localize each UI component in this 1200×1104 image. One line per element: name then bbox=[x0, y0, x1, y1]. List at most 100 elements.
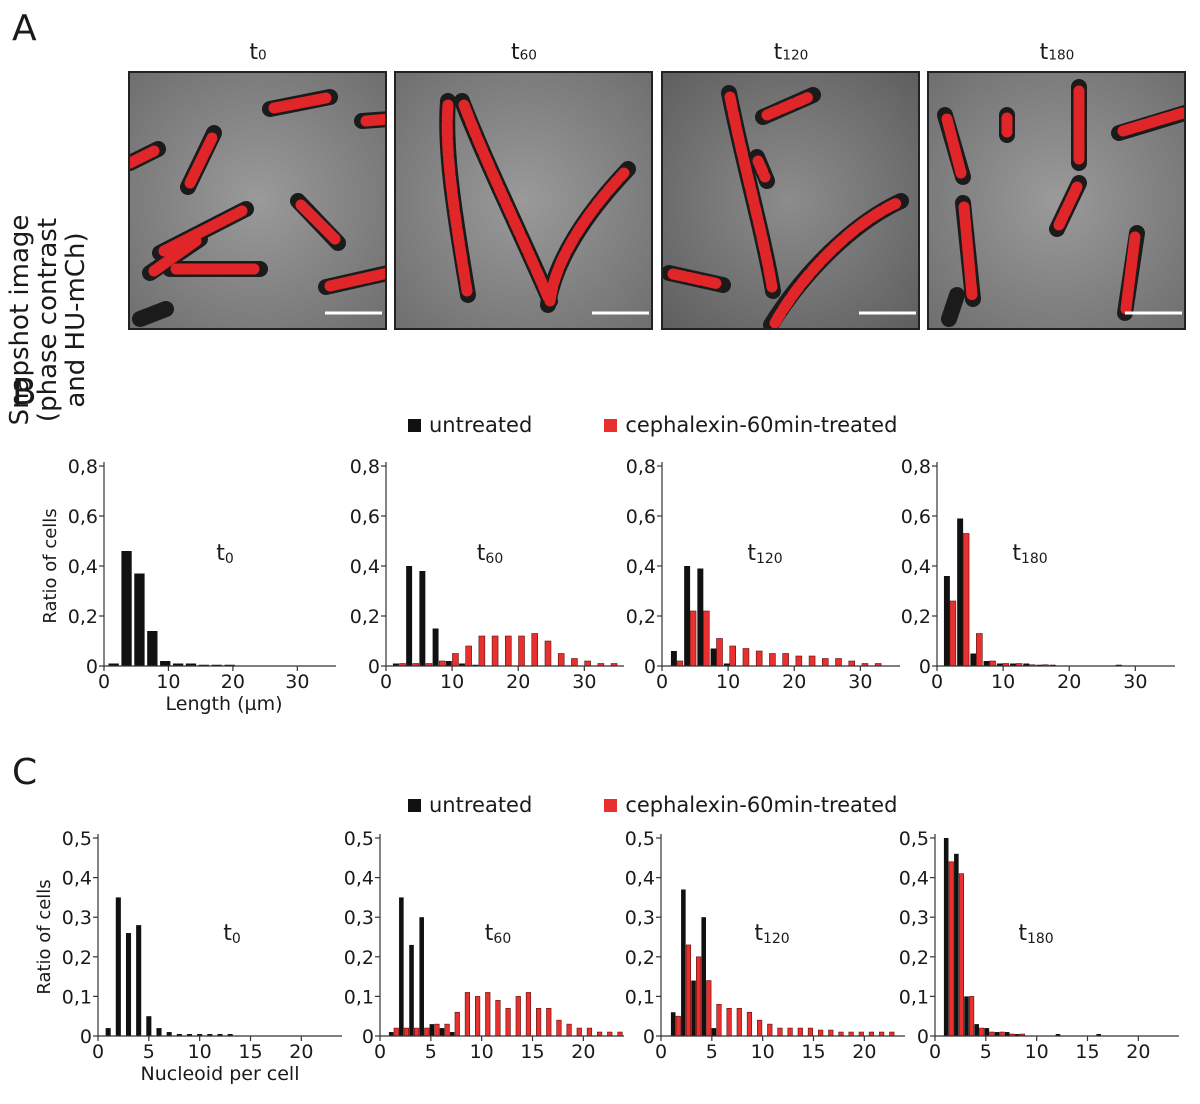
bar-B-t120-treated-3 bbox=[716, 638, 723, 667]
legend-b: untreated cephalexin-60min-treated bbox=[408, 413, 897, 437]
xtick-label-B-t180-1: 10 bbox=[991, 671, 1015, 693]
legend-label-untreated-c: untreated bbox=[429, 793, 533, 817]
inplot-title-C-t120: t120 bbox=[754, 921, 789, 947]
bar-B-t60-treated-9 bbox=[518, 635, 525, 667]
bar-C-t60-treated-16 bbox=[556, 1019, 562, 1037]
bar-B-t120-treated-12 bbox=[835, 658, 842, 667]
xtick-label-B-t0-0: 0 bbox=[98, 671, 110, 693]
xtick-label-C-t0-1: 5 bbox=[143, 1041, 155, 1063]
xtick-label-C-t0-2: 10 bbox=[188, 1041, 212, 1063]
legend-swatch-untreated bbox=[408, 418, 421, 432]
xtick-label-B-t0-3: 30 bbox=[285, 671, 309, 693]
bar-B-t60-treated-3 bbox=[438, 660, 446, 667]
bar-B-t120-untreated-4 bbox=[723, 663, 730, 666]
bar-B-t60-treated-11 bbox=[544, 640, 552, 667]
ytick-label-B-t120-0: 0 bbox=[644, 656, 656, 678]
xtick-label-B-t180-2: 20 bbox=[1057, 671, 1081, 693]
ytick-label-C-t60-4: 0,4 bbox=[344, 868, 374, 890]
bar-C-t180-untreated-6 bbox=[1004, 1032, 1010, 1036]
bar-C-t60-treated-5 bbox=[444, 1023, 450, 1037]
bar-C-t120-treated-0 bbox=[675, 1015, 681, 1037]
bar-C-t60-treated-2 bbox=[414, 1027, 420, 1037]
ytick-label-C-t120-5: 0,5 bbox=[625, 828, 655, 850]
bar-C-t60-untreated-1 bbox=[399, 897, 404, 1036]
snapshot-t180 bbox=[927, 71, 1186, 330]
panel-label-b: B bbox=[12, 372, 37, 413]
bar-C-t60-untreated-6 bbox=[449, 1032, 455, 1036]
xtick-label-C-t180-4: 20 bbox=[1126, 1041, 1150, 1063]
title-t120: t120 bbox=[773, 40, 809, 65]
xtick-label-C-t0-0: 0 bbox=[92, 1041, 104, 1063]
ytick-label-C-t120-1: 0,1 bbox=[625, 986, 655, 1008]
bar-B-t180-untreated-1 bbox=[957, 518, 964, 666]
ytick-label-B-t60-0: 0 bbox=[368, 656, 380, 678]
bar-B-t180-treated-2 bbox=[976, 633, 983, 667]
bar-B-t0-untreated-1 bbox=[121, 551, 132, 666]
bar-B-t120-treated-8 bbox=[782, 653, 789, 667]
xtick-label-B-t120-2: 20 bbox=[782, 671, 806, 693]
bar-C-t60-treated-18 bbox=[576, 1027, 582, 1037]
bar-C-t60-treated-1 bbox=[403, 1027, 410, 1037]
bar-C-t0-untreated-1 bbox=[115, 897, 121, 1036]
bar-C-t180-treated-1 bbox=[958, 873, 965, 1037]
inplot-title-B-t0: t0 bbox=[216, 541, 234, 567]
bar-C-t60-untreated-2 bbox=[409, 944, 414, 1036]
inplot-title-B-t180: t180 bbox=[1012, 541, 1047, 567]
bar-C-t120-treated-7 bbox=[746, 1011, 753, 1037]
bar-C-t60-treated-6 bbox=[454, 1011, 460, 1037]
panel-label-c: C bbox=[12, 752, 38, 793]
xtick-label-C-t180-0: 0 bbox=[929, 1041, 941, 1063]
xtick-label-C-t120-2: 10 bbox=[751, 1041, 775, 1063]
bar-B-t120-treated-13 bbox=[848, 660, 856, 667]
bar-B-t120-treated-6 bbox=[755, 650, 763, 667]
ytick-label-B-t120-1: 0,2 bbox=[626, 606, 656, 628]
ytick-label-C-t180-3: 0,3 bbox=[899, 907, 929, 929]
ytick-label-B-t60-2: 0,4 bbox=[350, 556, 380, 578]
xtick-label-B-t120-1: 10 bbox=[716, 671, 740, 693]
bar-C-t120-untreated-1 bbox=[681, 889, 686, 1036]
bar-C-t180-untreated-7 bbox=[1015, 1034, 1020, 1036]
xtick-label-B-t180-3: 30 bbox=[1123, 671, 1147, 693]
bar-C-t60-treated-13 bbox=[525, 992, 532, 1037]
bar-C-t180-untreated-2 bbox=[964, 996, 969, 1036]
xtick-label-C-t0-4: 20 bbox=[289, 1041, 313, 1063]
bar-B-t180-treated-3 bbox=[989, 660, 996, 667]
bar-B-t60-treated-5 bbox=[465, 645, 472, 667]
legend-c: untreated cephalexin-60min-treated bbox=[408, 793, 897, 817]
bar-B-t120-treated-2 bbox=[703, 610, 710, 667]
bar-C-t60-treated-7 bbox=[464, 992, 471, 1037]
bar-C-t60-treated-19 bbox=[586, 1027, 593, 1037]
bar-C-t60-untreated-4 bbox=[429, 1024, 435, 1036]
ytick-label-B-t60-1: 0,2 bbox=[350, 606, 380, 628]
bar-B-t120-untreated-2 bbox=[697, 568, 704, 666]
bar-C-t60-untreated-3 bbox=[419, 917, 424, 1036]
bar-B-t60-untreated-6 bbox=[472, 664, 479, 666]
xtick-label-B-t60-0: 0 bbox=[380, 671, 392, 693]
bar-B-t0-untreated-6 bbox=[185, 663, 197, 666]
bar-B-t60-untreated-3 bbox=[432, 628, 439, 666]
bar-C-t120-treated-3 bbox=[706, 980, 712, 1037]
xtick-label-C-t120-3: 15 bbox=[801, 1041, 825, 1063]
ytick-label-B-t0-0: 0 bbox=[86, 656, 98, 678]
bar-B-t60-treated-12 bbox=[557, 653, 565, 667]
bar-C-t60-treated-17 bbox=[566, 1023, 572, 1037]
ytick-label-C-t0-3: 0,3 bbox=[62, 907, 92, 929]
bar-C-t60-treated-8 bbox=[475, 996, 481, 1037]
bar-C-t60-untreated-5 bbox=[439, 1028, 445, 1036]
bar-C-t120-treated-12 bbox=[797, 1027, 803, 1037]
bar-C-t180-treated-0 bbox=[948, 861, 954, 1037]
xtick-label-C-t60-3: 15 bbox=[520, 1041, 544, 1063]
legend-swatch-treated-c bbox=[604, 798, 618, 812]
bar-C-t120-treated-13 bbox=[807, 1027, 814, 1037]
ytick-label-B-t60-3: 0,6 bbox=[350, 506, 380, 528]
ytick-label-B-t180-4: 0,8 bbox=[901, 456, 931, 478]
ytick-label-C-t120-3: 0,3 bbox=[625, 907, 655, 929]
bar-C-t120-treated-9 bbox=[767, 1023, 773, 1037]
ytick-label-C-t0-2: 0,2 bbox=[62, 947, 92, 969]
ytick-label-C-t180-5: 0,5 bbox=[899, 828, 929, 850]
ytick-label-B-t180-3: 0,6 bbox=[901, 506, 931, 528]
inplot-title-B-t60: t60 bbox=[477, 541, 503, 567]
ytick-label-B-t60-4: 0,8 bbox=[350, 456, 380, 478]
ytick-label-B-t180-0: 0 bbox=[919, 656, 931, 678]
inplot-title-C-t60: t60 bbox=[485, 921, 511, 947]
